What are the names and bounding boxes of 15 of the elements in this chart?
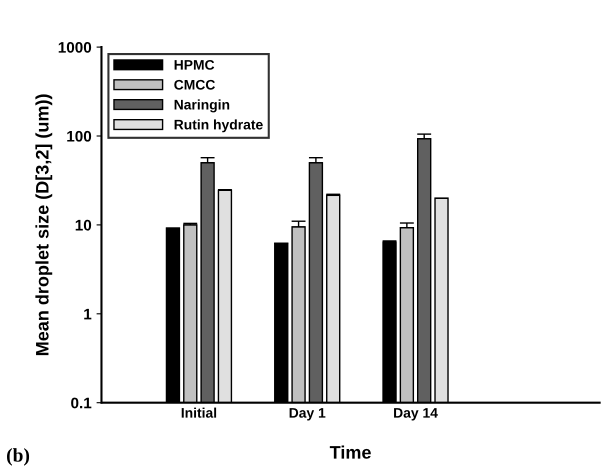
x-axis-title: Time — [330, 446, 371, 459]
legend-label: HPMC — [174, 60, 214, 70]
text: (b) — [7, 448, 30, 466]
legend-label: Rutin hydrate — [174, 119, 263, 132]
legend-label: Naringin — [174, 99, 230, 112]
y-tick-label: 100 — [67, 130, 92, 142]
legend-label: CMCC — [174, 80, 215, 90]
y-tick-label: 1 — [84, 308, 92, 320]
x-tick-label: Initial — [182, 408, 216, 418]
y-tick-label: 10 — [76, 220, 92, 231]
x-tick-label: Day 14 — [394, 408, 438, 421]
y-axis-title: Mean droplet size (D[3,2] (um)) — [35, 94, 52, 356]
x-tick-label: Day 1 — [290, 408, 326, 421]
y-tick-label: 0.1 — [71, 398, 92, 408]
y-tick-label: 1000 — [58, 42, 92, 53]
